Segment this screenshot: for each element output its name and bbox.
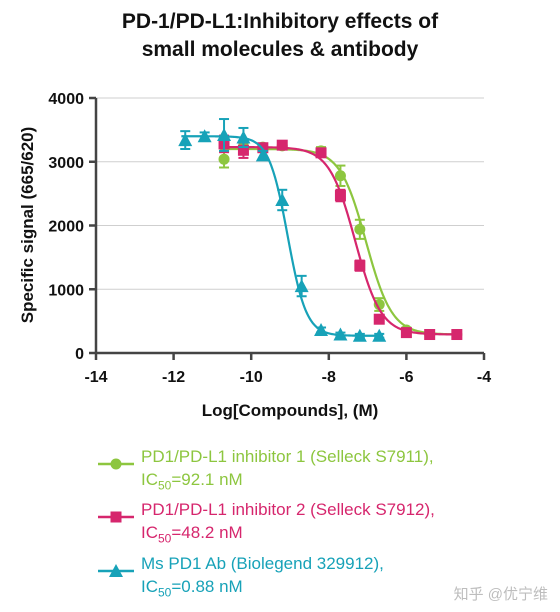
legend-marker-circle bbox=[98, 458, 134, 470]
data-point bbox=[178, 133, 193, 147]
y-tick-label: 3000 bbox=[48, 155, 84, 172]
data-point bbox=[373, 313, 385, 325]
watermark: 知乎 @优宁维 bbox=[453, 586, 548, 603]
data-point bbox=[334, 170, 346, 182]
x-tick-label: -6 bbox=[399, 369, 413, 386]
y-ticks: 0 1000 2000 3000 4000 bbox=[48, 91, 96, 363]
legend-marker-triangle bbox=[98, 564, 134, 577]
ic50-label: IC bbox=[141, 577, 158, 596]
data-point bbox=[217, 127, 232, 141]
data-point bbox=[218, 153, 230, 165]
x-axis-label: Log[Compounds], (M) bbox=[202, 401, 379, 420]
chart-title-line-1: PD-1/PD-L1:Inhibitory effects of bbox=[121, 10, 439, 33]
data-point bbox=[315, 147, 327, 159]
data-point bbox=[400, 327, 412, 339]
data-point bbox=[372, 328, 387, 342]
data-point bbox=[236, 130, 251, 144]
legend-label: Ms PD1 Ab (Biolegend 329912), bbox=[141, 554, 384, 573]
data-point bbox=[334, 190, 346, 202]
legend-item-antibody: Ms PD1 Ab (Biolegend 329912), IC50=0.88 … bbox=[96, 552, 556, 600]
ic50-label: IC bbox=[141, 523, 158, 542]
data-point bbox=[354, 223, 366, 235]
data-point bbox=[237, 144, 249, 156]
ic50-subscript: 50 bbox=[158, 585, 172, 600]
data-point bbox=[424, 329, 436, 341]
data-point bbox=[294, 279, 309, 293]
series-3 bbox=[178, 118, 387, 342]
chart-title-line-2: small molecules & antibody bbox=[141, 38, 419, 61]
ic50-subscript: 50 bbox=[158, 531, 172, 546]
x-ticks: -14 -12 -10 -8 -6 -4 bbox=[84, 353, 491, 386]
ic50-value: =48.2 nM bbox=[171, 523, 243, 542]
x-tick-label: -14 bbox=[84, 369, 107, 386]
legend-item-inhibitor-2: PD1/PD-L1 inhibitor 2 (Selleck S7912), I… bbox=[96, 498, 556, 546]
y-axis-label: Specific signal (665/620) bbox=[18, 127, 37, 324]
legend-text-inhibitor-1: PD1/PD-L1 inhibitor 1 (Selleck S7911), I… bbox=[141, 445, 434, 497]
legend-item-inhibitor-1: PD1/PD-L1 inhibitor 1 (Selleck S7911), I… bbox=[96, 445, 556, 493]
series-2 bbox=[218, 134, 463, 341]
grid-lines bbox=[96, 97, 484, 290]
y-tick-label: 4000 bbox=[48, 91, 84, 108]
legend-label: PD1/PD-L1 inhibitor 1 (Selleck S7911), bbox=[141, 447, 434, 466]
legend-text-antibody: Ms PD1 Ab (Biolegend 329912), IC50=0.88 … bbox=[141, 552, 384, 604]
legend-marker-square bbox=[98, 511, 134, 523]
data-point bbox=[275, 193, 290, 206]
x-tick-label: -8 bbox=[322, 369, 336, 386]
data-point bbox=[197, 129, 212, 143]
legend-label: PD1/PD-L1 inhibitor 2 (Selleck S7912), bbox=[141, 500, 435, 519]
ic50-value: =0.88 nM bbox=[171, 577, 243, 596]
chart-title: PD-1/PD-L1:Inhibitory effects of small m… bbox=[0, 8, 560, 64]
data-point bbox=[354, 260, 366, 272]
data-point bbox=[276, 139, 288, 151]
legend-text-inhibitor-2: PD1/PD-L1 inhibitor 2 (Selleck S7912), I… bbox=[141, 498, 435, 550]
ic50-label: IC bbox=[141, 470, 158, 489]
dose-response-chart: -14 -12 -10 -8 -6 -4 0 1000 2000 3000 4000 Log[Co… bbox=[18, 91, 491, 420]
y-tick-label: 0 bbox=[75, 346, 84, 363]
ic50-value: =92.1 nM bbox=[171, 470, 243, 489]
x-tick-label: -12 bbox=[162, 369, 185, 386]
y-tick-label: 1000 bbox=[48, 282, 84, 299]
x-tick-label: -4 bbox=[477, 369, 491, 386]
ic50-subscript: 50 bbox=[158, 478, 172, 493]
data-point bbox=[255, 148, 270, 162]
series-layer bbox=[178, 118, 463, 342]
data-point bbox=[333, 327, 348, 341]
data-point bbox=[314, 323, 329, 337]
series-1 bbox=[218, 140, 463, 341]
y-tick-label: 2000 bbox=[48, 219, 84, 236]
x-tick-label: -10 bbox=[240, 369, 263, 386]
data-point bbox=[451, 329, 463, 341]
data-point bbox=[352, 328, 367, 342]
